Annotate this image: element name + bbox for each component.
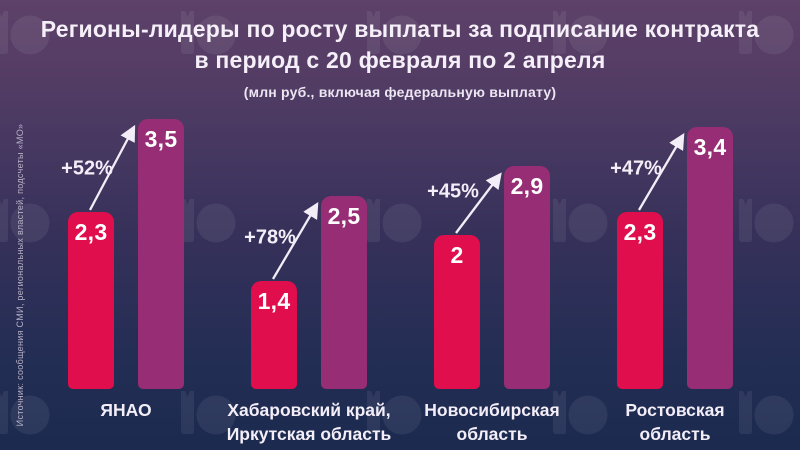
growth-label: +45% (427, 180, 479, 203)
bar-end: 2,5 (321, 196, 367, 389)
bar-start-value: 2,3 (74, 219, 108, 245)
bar-start: 2,3 (68, 212, 114, 389)
bar-end: 2,9 (504, 166, 550, 389)
chart-title: Регионы-лидеры по росту выплаты за подпи… (0, 0, 800, 76)
bar-start: 1,4 (251, 281, 297, 389)
growth-label: +47% (610, 157, 662, 180)
bar-end-value: 3,4 (693, 134, 727, 160)
bar-start-value: 2,3 (623, 219, 657, 245)
region-label-line: Ростовская (625, 400, 725, 420)
region-label: Ростовская область (625, 398, 724, 446)
chart-header: Регионы-лидеры по росту выплаты за подпи… (0, 0, 800, 100)
region-label-line: Иркутская область (226, 424, 392, 444)
growth-label: +52% (61, 157, 113, 180)
bar-end: 3,5 (138, 119, 184, 389)
bar-start-value: 2 (450, 242, 464, 268)
region-label: Новосибирская область (424, 398, 560, 446)
title-line-2: в период с 20 февраля по 2 апреля (194, 47, 606, 73)
region-label-line: область (456, 424, 528, 444)
bar-start-value: 1,4 (257, 288, 291, 314)
region-label-line: Хабаровский край, (227, 400, 391, 420)
bar-end-value: 3,5 (144, 126, 178, 152)
region-label-line: область (639, 424, 711, 444)
region-label: Хабаровский край, Иркутская область (227, 398, 392, 446)
growth-label: +78% (244, 226, 296, 249)
region-label-line: Новосибирская (424, 400, 560, 420)
bar-end-value: 2,5 (327, 203, 361, 229)
title-line-1: Регионы-лидеры по росту выплаты за подпи… (40, 16, 760, 42)
bar-end-value: 2,9 (510, 173, 544, 199)
region-label-line: ЯНАО (100, 400, 152, 420)
bar-start: 2 (434, 235, 480, 389)
bar-end: 3,4 (687, 127, 733, 389)
region-label: ЯНАО (100, 398, 151, 422)
bar-start: 2,3 (617, 212, 663, 389)
chart-subtitle: (млн руб., включая федеральную выплату) (243, 84, 557, 100)
